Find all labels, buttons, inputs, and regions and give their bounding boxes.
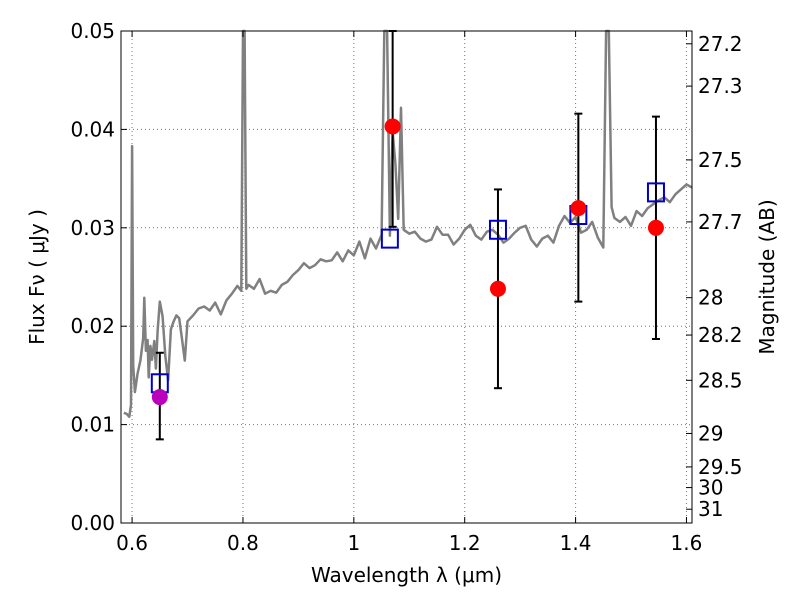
x-axis-label: Wavelength λ (μm) — [311, 563, 502, 587]
observed-marker — [489, 280, 506, 297]
observed-marker — [647, 219, 664, 236]
x-tick-label: 0.6 — [116, 531, 148, 555]
error-bars — [155, 30, 660, 441]
spectrum-polyline — [123, 29, 693, 418]
observed-markers — [151, 118, 664, 406]
y2-tick-label: 29.5 — [698, 455, 743, 479]
y2-tick-label: 28.2 — [698, 323, 743, 347]
y2-tick-label: 30 — [698, 476, 723, 500]
right-axis-label: Magnitude (AB) — [755, 199, 779, 354]
x-tick-label: 1 — [347, 531, 360, 555]
y2-tick-label: 27.3 — [698, 74, 743, 98]
y-tick-label: 0.02 — [70, 314, 115, 338]
x-tick-label: 1.2 — [449, 531, 481, 555]
spectrum-line — [123, 29, 693, 418]
y2-tick-label: 27.2 — [698, 32, 743, 56]
y-tick-label: 0.00 — [70, 511, 115, 535]
tick-labels: 0.6 0.8 1 1.2 1.4 1.6 0.00 0.01 0.02 0.03 0.04 0.05… — [70, 19, 742, 555]
x-tick-label: 1.6 — [671, 531, 703, 555]
model-marker — [646, 182, 665, 203]
y-tick-label: 0.03 — [70, 216, 115, 240]
y2-tick-label: 28.5 — [698, 368, 743, 392]
y2-tick-label: 31 — [698, 497, 723, 521]
y2-tick-label: 27.5 — [698, 148, 743, 172]
y-axis-label: Flux Fν ( μJy ) — [25, 209, 49, 345]
x-tick-label: 1.4 — [560, 531, 592, 555]
y2-tick-label: 28 — [698, 286, 723, 310]
tick-marks — [121, 30, 692, 524]
model-marker — [488, 219, 507, 240]
x-tick-label: 0.8 — [227, 531, 259, 555]
observed-marker — [384, 118, 401, 135]
observed-marker — [570, 200, 587, 217]
model-markers — [150, 182, 665, 394]
y-tick-label: 0.05 — [70, 19, 115, 43]
model-marker — [380, 228, 399, 249]
plot-frame — [120, 30, 693, 524]
y-tick-label: 0.01 — [70, 413, 115, 437]
observed-marker — [151, 389, 168, 406]
y2-tick-label: 27.7 — [698, 210, 743, 234]
y-tick-label: 0.04 — [70, 117, 115, 141]
y2-tick-label: 29 — [698, 421, 723, 445]
